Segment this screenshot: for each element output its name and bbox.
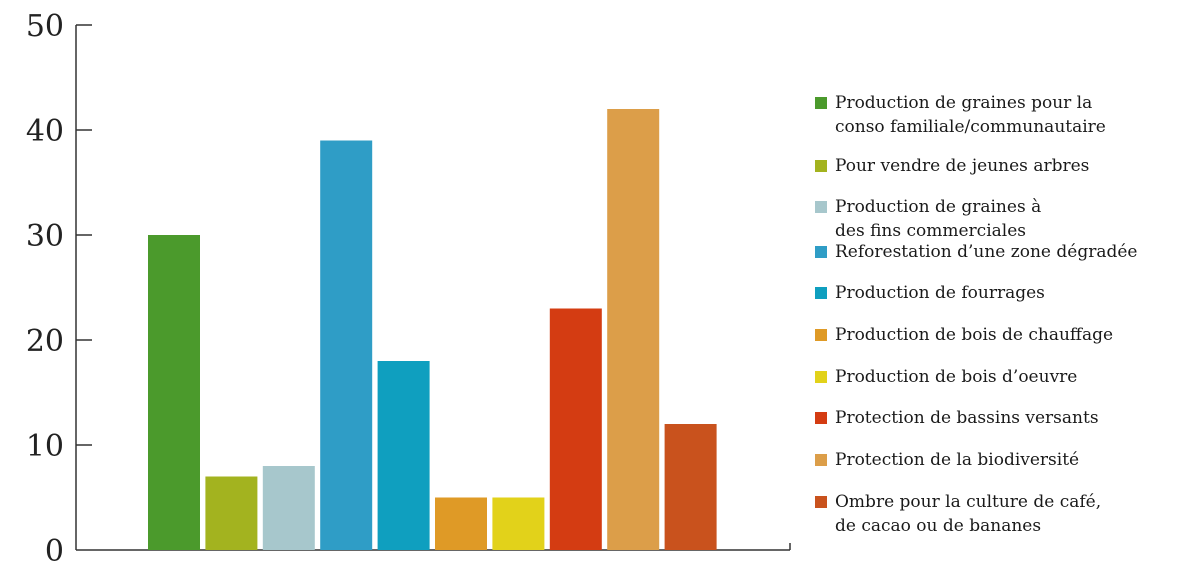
legend-label: Reforestation d’une zone dégradée [835, 242, 1137, 262]
legend-label: Production de bois de chauffage [835, 325, 1113, 345]
bar [664, 424, 717, 550]
legend-swatch [815, 329, 827, 341]
legend-label: conso familiale/communautaire [835, 117, 1106, 137]
bar [607, 109, 660, 550]
legend-swatch [815, 97, 827, 109]
y-tick-label: 30 [26, 219, 64, 254]
legend-label: Production de fourrages [835, 283, 1045, 303]
legend-swatch [815, 160, 827, 172]
y-tick-label: 10 [26, 429, 64, 464]
bar [262, 466, 315, 550]
bar [549, 308, 602, 550]
legend-swatch [815, 496, 827, 508]
legend-swatch [815, 201, 827, 213]
legend-label: Production de bois d’oeuvre [835, 367, 1077, 387]
legend-label: Production de graines à [835, 197, 1041, 217]
legend-swatch [815, 287, 827, 299]
y-tick-label: 20 [26, 324, 64, 359]
legend-label: Production de graines pour la [835, 93, 1092, 113]
legend-label: des fins commerciales [835, 221, 1026, 241]
y-tick-label: 40 [26, 114, 64, 149]
legend-swatch [815, 412, 827, 424]
bar [148, 235, 200, 550]
y-tick-label: 50 [26, 9, 64, 44]
bar [492, 497, 545, 550]
bar [205, 476, 258, 550]
legend-label: de cacao ou de bananes [835, 516, 1041, 536]
legend-label: Protection de bassins versants [835, 408, 1099, 428]
legend-label: Ombre pour la culture de café, [835, 492, 1101, 512]
y-tick-label: 0 [45, 534, 64, 569]
legend-swatch [815, 246, 827, 258]
legend-label: Protection de la biodiversité [835, 450, 1079, 470]
bars [148, 109, 717, 550]
bar [435, 497, 487, 550]
legend-swatch [815, 371, 827, 383]
legend: Production de graines pour la conso famil… [815, 93, 1137, 536]
bar [320, 140, 373, 550]
legend-swatch [815, 454, 827, 466]
bar [377, 361, 430, 550]
legend-label: Pour vendre de jeunes arbres [835, 156, 1089, 176]
